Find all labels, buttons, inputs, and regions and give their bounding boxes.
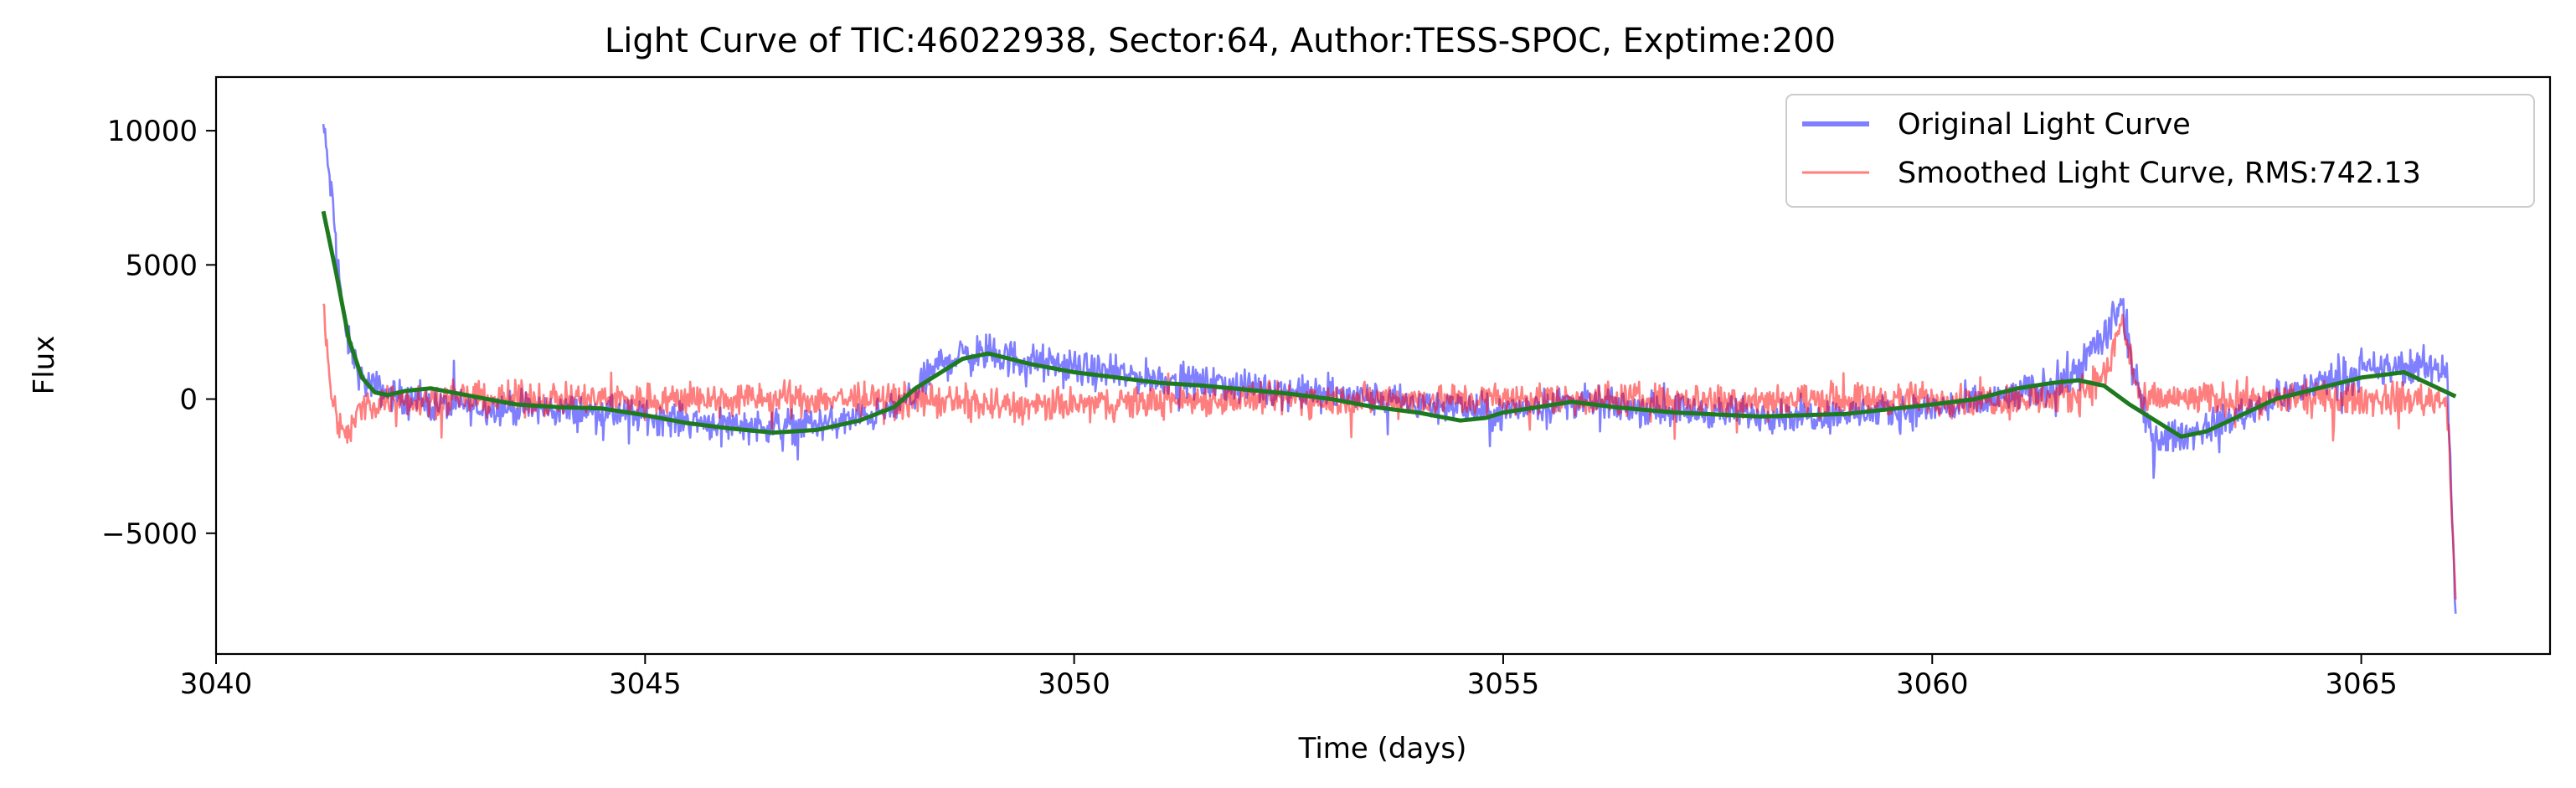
- plot-frame: [214, 75, 2552, 656]
- x-tick-label: 3045: [609, 667, 682, 701]
- legend: Original Light Curve Smoothed Light Curv…: [1785, 94, 2535, 208]
- y-tick-label: 0: [179, 384, 198, 417]
- x-tick-label: 3050: [1038, 667, 1110, 701]
- x-tick-label: 3060: [1896, 667, 1969, 701]
- series-line-1: [322, 303, 2457, 600]
- y-tick-label: 5000: [125, 249, 198, 282]
- x-axis-label: Time (days): [1298, 732, 1467, 765]
- y-axis-label: Flux: [28, 336, 61, 395]
- y-tick-label: 10000: [107, 115, 198, 148]
- series-line-2: [321, 210, 2457, 439]
- legend-label-original: Original Light Curve: [1898, 108, 2191, 142]
- x-tick-label: 3065: [2325, 667, 2398, 701]
- legend-frame: [1785, 94, 2535, 208]
- x-axis: 3040 3045 3050 3055 3060 3065: [180, 654, 2398, 701]
- series-layer: [321, 123, 2457, 614]
- y-axis: −5000 0 5000 10000: [101, 115, 216, 551]
- legend-label-smoothed: Smoothed Light Curve, RMS:742.13: [1898, 157, 2421, 190]
- x-tick-label: 3040: [180, 667, 253, 701]
- y-tick-label: −5000: [101, 518, 198, 551]
- chart-title: Light Curve of TIC:46022938, Sector:64, …: [605, 22, 1836, 60]
- x-tick-label: 3055: [1467, 667, 1540, 701]
